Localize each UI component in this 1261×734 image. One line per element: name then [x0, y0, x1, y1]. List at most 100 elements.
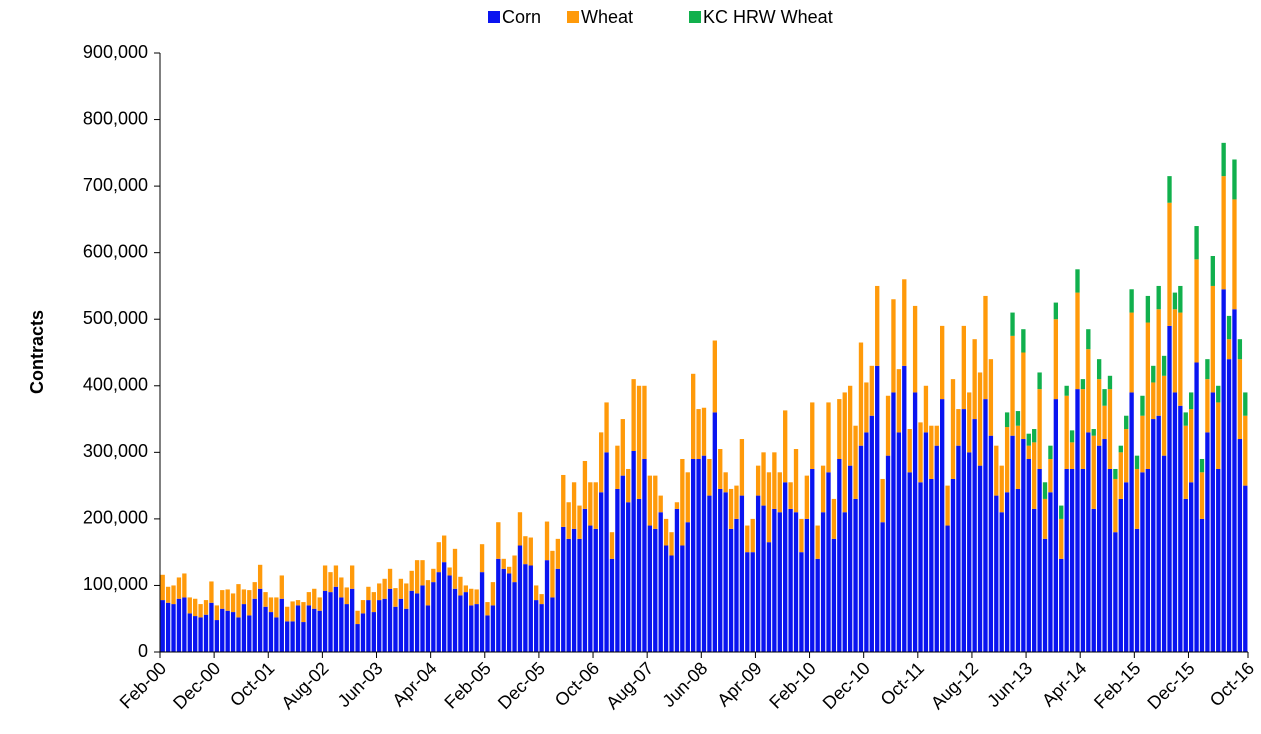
bar-segment — [755, 465, 761, 496]
bar-segment — [907, 429, 912, 473]
bar-segment — [783, 482, 788, 652]
bar-segment — [528, 537, 533, 566]
bar-segment — [393, 588, 398, 607]
x-tick-label: Aug-02 — [277, 658, 332, 713]
bar-segment — [750, 518, 755, 553]
bar-segment — [1010, 335, 1015, 436]
bar-segment — [755, 495, 761, 652]
bar-segment — [571, 482, 577, 529]
bar-segment — [1004, 412, 1010, 428]
bar-segment — [918, 422, 923, 483]
bar-segment — [263, 606, 268, 652]
bar-segment — [236, 584, 241, 618]
bar-segment — [837, 458, 842, 652]
bar-segment — [414, 593, 420, 652]
bar-segment — [214, 605, 220, 621]
bar-segment — [431, 568, 436, 583]
bar-segment — [355, 610, 360, 625]
bar-segment — [360, 600, 366, 614]
bar-segment — [534, 600, 539, 652]
bar-segment — [469, 588, 474, 606]
bar-segment — [831, 538, 837, 652]
bar-segment — [1237, 339, 1243, 360]
bar-segment — [723, 472, 728, 493]
bar-segment — [1080, 468, 1086, 652]
bar-segment — [620, 475, 625, 652]
bar-segment — [225, 610, 230, 652]
bar-segment — [674, 502, 680, 509]
bar-segment — [766, 472, 772, 543]
bar-segment — [956, 445, 961, 652]
bar-segment — [967, 452, 972, 652]
bar-segment — [1151, 382, 1156, 420]
bar-segment — [1172, 292, 1178, 310]
bar-segment — [647, 475, 653, 526]
bar-segment — [160, 600, 165, 652]
bar-segment — [1102, 389, 1107, 406]
bar-segment — [1004, 492, 1010, 652]
bar-segment — [474, 589, 479, 605]
bar-segment — [847, 465, 853, 652]
bar-segment — [1183, 412, 1188, 426]
bar-segment — [544, 521, 550, 561]
bar-segment — [999, 512, 1004, 652]
bar-segment — [339, 597, 344, 652]
bar-segment — [804, 475, 810, 519]
bar-segment — [1091, 429, 1096, 436]
bar-segment — [669, 532, 674, 556]
bar-segment — [1205, 359, 1210, 380]
bar-segment — [1145, 468, 1151, 652]
bar-segment — [967, 392, 972, 453]
bar-segment — [501, 568, 506, 652]
bar-segment — [257, 588, 263, 652]
bar-segment — [285, 606, 290, 622]
y-tick-label: 700,000 — [83, 175, 148, 195]
bar-segment — [344, 587, 349, 605]
bar-segment — [1118, 452, 1123, 499]
bar-segment — [1156, 415, 1161, 652]
bar-segment — [425, 605, 431, 652]
bar-segment — [604, 452, 609, 652]
bar-segment — [550, 550, 555, 598]
bar-segment — [247, 615, 252, 652]
bar-segment — [653, 475, 658, 529]
bar-segment — [994, 495, 999, 652]
bar-segment — [1096, 359, 1102, 380]
bar-segment — [555, 568, 561, 652]
bar-segment — [1216, 385, 1221, 403]
bar-segment — [739, 495, 745, 652]
bar-segment — [1140, 415, 1145, 473]
x-tick-label: Dec-05 — [494, 658, 549, 713]
bar-segment — [1188, 392, 1194, 410]
bar-segment — [1199, 458, 1205, 473]
bar-segment — [1216, 402, 1221, 469]
bar-segment — [561, 474, 566, 527]
bar-segment — [793, 512, 799, 652]
bar-segment — [1237, 359, 1243, 440]
bar-segment — [176, 577, 182, 599]
bar-segment — [972, 419, 977, 652]
bar-segment — [615, 445, 620, 489]
bar-segment — [750, 552, 755, 652]
y-tick-label: 900,000 — [83, 42, 148, 62]
bar-segment — [896, 369, 902, 433]
bar-segment — [940, 325, 945, 400]
bar-segment — [1210, 285, 1215, 393]
bar-segment — [1129, 312, 1134, 393]
bar-segment — [214, 620, 220, 652]
bar-segment — [539, 604, 544, 652]
x-tick-label: Feb-10 — [765, 658, 819, 712]
bar-segment — [723, 492, 728, 652]
bar-segment — [680, 458, 685, 546]
bar-segment — [1042, 482, 1048, 499]
bar-segment — [1232, 159, 1237, 200]
bar-segment — [469, 605, 474, 652]
bar-segment — [696, 458, 701, 652]
bar-segment — [1237, 439, 1243, 652]
bar-segment — [523, 536, 528, 565]
bar-segment — [847, 385, 853, 466]
bar-segment — [1145, 322, 1151, 469]
bar-segment — [945, 485, 950, 526]
bar-segment — [626, 502, 631, 652]
bar-segment — [923, 385, 929, 433]
